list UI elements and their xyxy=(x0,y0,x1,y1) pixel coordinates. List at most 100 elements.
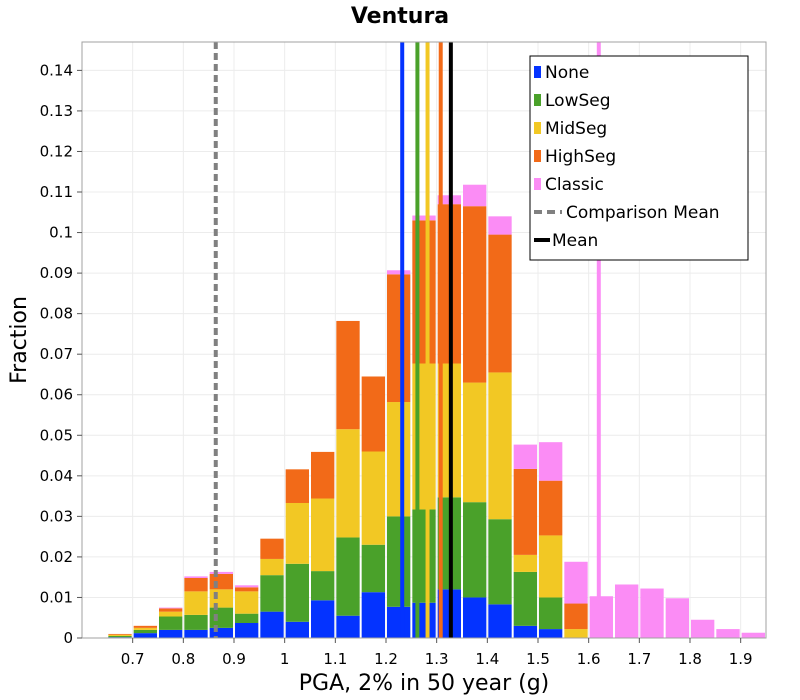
bar-lowseg xyxy=(235,613,259,623)
bar-classic xyxy=(741,632,765,638)
bar-highseg xyxy=(184,577,208,592)
y-tick-label: 0.06 xyxy=(40,386,73,404)
plot-frame xyxy=(81,41,767,639)
y-tick-label: 0.13 xyxy=(40,102,73,120)
y-tick-label: 0.03 xyxy=(40,507,73,525)
bar-lowseg xyxy=(463,502,487,598)
bar-classic xyxy=(159,607,183,609)
bar-highseg xyxy=(260,538,284,559)
bar-classic xyxy=(412,215,436,221)
legend-label-mean: Mean xyxy=(552,231,598,251)
y-tick-label: 0.02 xyxy=(40,548,73,566)
bar-midseg xyxy=(336,429,360,538)
bar-midseg xyxy=(209,589,233,608)
bar-midseg xyxy=(387,402,411,517)
legend-box xyxy=(529,55,749,261)
bar-lowseg xyxy=(285,563,309,622)
x-axis-title: PGA, 2% in 50 year (g) xyxy=(299,671,550,696)
bar-midseg xyxy=(285,502,309,564)
x-tick-label: 1.9 xyxy=(729,650,753,668)
bar-midseg xyxy=(488,372,512,520)
bar-midseg xyxy=(513,554,537,572)
x-tick-label: 1.5 xyxy=(526,650,550,668)
bar-none xyxy=(133,633,157,638)
bar-midseg xyxy=(463,382,487,503)
bar-none xyxy=(488,604,512,638)
bar-lowseg xyxy=(361,544,385,593)
bar-classic xyxy=(488,216,512,235)
bar-none xyxy=(463,597,487,638)
bar-lowseg xyxy=(488,519,512,605)
bar-classic xyxy=(716,629,740,638)
bar-none xyxy=(209,627,233,638)
bar-classic xyxy=(209,571,233,574)
bar-highseg xyxy=(539,480,563,536)
chart-title: Ventura xyxy=(351,4,449,29)
bar-lowseg xyxy=(184,614,208,630)
legend-label-midseg: MidSeg xyxy=(545,119,607,139)
bar-highseg xyxy=(513,468,537,555)
y-tick-label: 0.09 xyxy=(40,264,73,282)
bar-midseg xyxy=(159,611,183,617)
bar-none xyxy=(159,629,183,638)
bar-classic xyxy=(589,596,613,638)
bar-lowseg xyxy=(387,516,411,607)
x-tick-label: 1 xyxy=(280,650,290,668)
bar-midseg xyxy=(311,498,335,572)
bar-none xyxy=(539,629,563,638)
bar-none xyxy=(184,629,208,638)
legend-label-comparison-mean: Comparison Mean xyxy=(566,203,720,223)
x-tick-label: 1.7 xyxy=(627,650,651,668)
y-tick-label: 0.07 xyxy=(40,345,73,363)
bar-highseg xyxy=(463,206,487,383)
bar-classic xyxy=(463,184,487,207)
axis-ticks: 0 0.01 0.02 0.03 0.04 0.05 0.06 0.07 0.08 0.09 0.1… xyxy=(40,61,753,668)
bar-lowseg xyxy=(336,537,360,616)
bar-highseg xyxy=(235,587,259,592)
bar-none xyxy=(513,625,537,638)
y-tick-label: 0.14 xyxy=(40,61,73,79)
y-tick-label: 0.05 xyxy=(40,426,73,444)
bar-midseg xyxy=(361,451,385,545)
bar-midseg xyxy=(235,591,259,614)
legend-label-none: None xyxy=(545,63,589,83)
legend-swatch-lowseg xyxy=(534,94,541,106)
y-tick-label: 0.1 xyxy=(49,224,73,242)
bar-none xyxy=(387,606,411,638)
bar-lowseg xyxy=(159,616,183,630)
x-tick-label: 1.3 xyxy=(425,650,449,668)
bar-highseg xyxy=(159,608,183,612)
y-tick-label: 0.08 xyxy=(40,305,73,323)
y-tick-label: 0.04 xyxy=(40,467,73,485)
bar-classic xyxy=(615,584,639,638)
y-tick-label: 0.11 xyxy=(40,183,73,201)
bar-highseg xyxy=(387,274,411,403)
bar-midseg xyxy=(260,558,284,576)
bar-highseg xyxy=(209,573,233,590)
bar-none xyxy=(311,600,335,638)
legend-label-lowseg: LowSeg xyxy=(545,91,611,111)
legend-label-classic: Classic xyxy=(545,175,604,195)
bar-classic xyxy=(387,270,411,275)
bar-midseg xyxy=(133,627,157,630)
legend-label-highseg: HighSeg xyxy=(545,147,616,167)
bar-lowseg xyxy=(513,571,537,626)
bar-none xyxy=(336,615,360,638)
bar-classic xyxy=(235,585,259,588)
bar-lowseg xyxy=(108,635,132,638)
bar-none xyxy=(285,621,309,638)
y-tick-label: 0.01 xyxy=(40,588,73,606)
bar-lowseg xyxy=(260,575,284,612)
x-tick-label: 1.1 xyxy=(323,650,347,668)
bar-classic xyxy=(691,619,715,638)
bar-lowseg xyxy=(209,607,233,628)
bar-none xyxy=(235,622,259,638)
bar-lowseg xyxy=(311,571,335,601)
legend-swatch-highseg xyxy=(534,150,541,162)
bar-classic xyxy=(640,588,664,638)
x-tick-label: 0.7 xyxy=(121,650,145,668)
bar-highseg xyxy=(564,603,588,630)
bar-none xyxy=(260,611,284,638)
